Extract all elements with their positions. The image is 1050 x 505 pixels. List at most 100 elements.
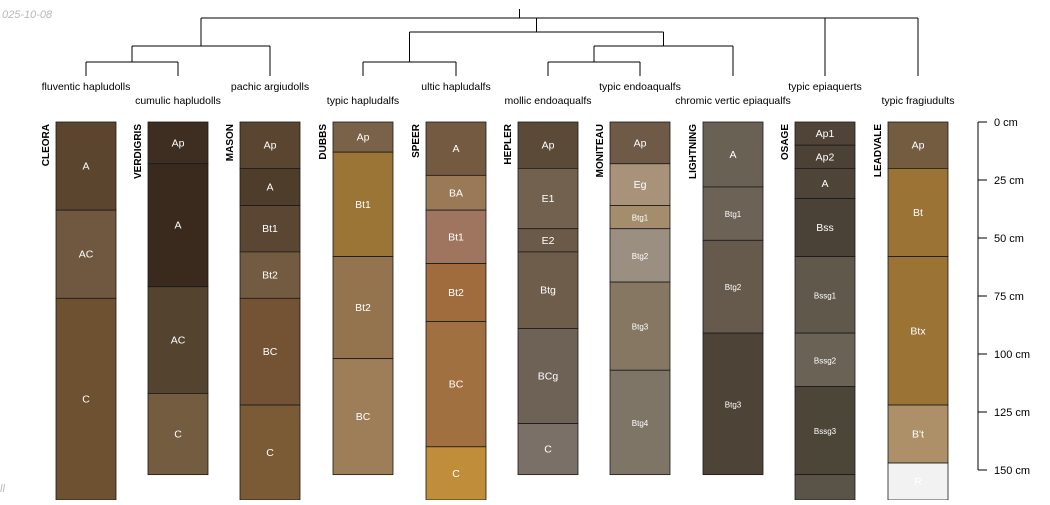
profile-name: MONITEAU — [595, 124, 606, 177]
taxon-label: typic endoaqualfs — [599, 81, 681, 93]
horizon-block — [702, 121, 764, 188]
horizon-block — [147, 163, 209, 288]
horizon-label: A — [266, 181, 273, 193]
horizon-block — [332, 256, 394, 360]
horizon-label: Ap — [912, 140, 925, 152]
horizon-label: Btg2 — [632, 252, 649, 261]
horizon-block — [887, 256, 949, 406]
taxon-label: mollic endoaqualfs — [505, 95, 592, 107]
horizon-label: A — [821, 178, 828, 190]
horizon-block — [517, 423, 579, 476]
horizon-label: Bt2 — [355, 302, 371, 314]
horizon-block — [609, 121, 671, 165]
horizon-block — [702, 186, 764, 241]
horizon-label: Ap1 — [816, 128, 835, 140]
horizon-block — [147, 121, 209, 165]
taxon-label: fluventic hapludolls — [42, 81, 131, 93]
depth-axis: 0 cm 25 cm 50 cm 75 cm 100 cm 125 cm 150 cm — [977, 117, 1030, 477]
profile-name: MASON — [225, 124, 236, 161]
profile-name: OSAGE — [780, 124, 791, 160]
horizon-block — [517, 167, 579, 230]
horizon-block — [332, 151, 394, 257]
horizon-label: Btg2 — [725, 283, 742, 292]
horizon-label: A — [452, 143, 459, 155]
horizon-label: Bt2 — [262, 270, 278, 282]
horizon-label: BC — [449, 379, 464, 391]
horizon-label: B't — [912, 429, 924, 441]
horizon-block — [794, 332, 856, 387]
soil-profile: Ap Bt Btx B't R LEADVALE — [873, 121, 949, 501]
horizon-label: A — [82, 161, 89, 173]
horizon-label: Bt1 — [448, 231, 464, 243]
horizon-block — [609, 281, 671, 371]
horizon-label: Btg — [540, 285, 556, 297]
horizon-block — [425, 209, 487, 264]
horizon-block — [239, 121, 301, 169]
horizon-block — [609, 369, 671, 476]
horizon-block — [702, 332, 764, 476]
horizon-block — [887, 404, 949, 464]
horizon-label: C — [544, 444, 552, 456]
soil-profile: Ap A AC C VERDIGRIS — [133, 121, 209, 476]
horizon-block — [425, 174, 487, 211]
horizon-block — [887, 167, 949, 257]
horizon-label: Btg3 — [632, 323, 649, 332]
horizon-label: E1 — [542, 193, 555, 205]
horizon-label: BA — [449, 187, 463, 199]
horizon-block — [425, 263, 487, 322]
horizon-label: C — [82, 394, 90, 406]
soil-profile: Ap1 Ap2 A Bss Bssg1 Bssg2 Bssg3 OSAGE — [780, 121, 856, 501]
depth-tick-label: 75 cm — [994, 291, 1024, 303]
horizon-label: Ap — [542, 140, 555, 152]
taxon-labels: fluventic hapludolls cumulic hapludolls pa… — [42, 81, 955, 107]
taxon-label: typic hapludalfs — [327, 95, 399, 107]
taxon-label: ultic hapludalfs — [421, 81, 490, 93]
horizon-block — [147, 286, 209, 394]
horizon-label: E2 — [542, 235, 555, 247]
horizon-label: Bt2 — [448, 287, 464, 299]
horizon-block — [332, 358, 394, 476]
horizon-label: Bssg2 — [814, 356, 837, 365]
taxon-label: pachic argiudolls — [231, 81, 309, 93]
horizon-label: BC — [356, 411, 371, 423]
soil-profile: Ap E1 E2 Btg BCg C HEPLER — [503, 121, 579, 476]
soil-profile: A Btg1 Btg2 Btg3 LIGHTNING — [688, 121, 764, 476]
profile-name: SPEER — [411, 123, 422, 158]
horizon-block — [609, 228, 671, 283]
depth-tick-label: 25 cm — [994, 175, 1024, 187]
horizon-block — [887, 462, 949, 501]
horizon-label: Ap2 — [816, 151, 835, 163]
horizon-label: BC — [263, 346, 278, 358]
depth-tick-label: 150 cm — [994, 465, 1030, 477]
horizon-label: Btx — [910, 325, 926, 337]
horizon-label: Bssg3 — [814, 427, 837, 436]
depth-tick-label: 50 cm — [994, 233, 1024, 245]
horizon-label: Eg — [634, 179, 647, 191]
horizon-block — [794, 198, 856, 257]
horizon-label: AC — [171, 335, 186, 347]
horizon-label: A — [729, 149, 736, 161]
horizon-label: Ap — [172, 137, 185, 149]
horizon-block — [239, 167, 301, 206]
horizon-label: Ap — [264, 140, 277, 152]
profile-name: LIGHTNING — [688, 124, 699, 179]
horizon-block — [794, 474, 856, 501]
horizon-label: Btg4 — [632, 419, 649, 428]
horizon-label: Btg1 — [632, 214, 649, 223]
horizon-label: A — [174, 220, 181, 232]
horizon-label: C — [452, 468, 460, 480]
horizon-label: BCg — [538, 371, 559, 383]
horizon-block — [55, 121, 117, 211]
date-stamp: 025-10-08 — [2, 9, 53, 21]
soil-profile: Ap A Bt1 Bt2 BC C MASON — [225, 121, 301, 501]
soil-profile: Ap Bt1 Bt2 BC DUBBS — [318, 121, 394, 476]
horizon-block — [332, 121, 394, 153]
horizon-label: Btg3 — [725, 400, 742, 409]
taxon-label: typic epiaquerts — [788, 81, 862, 93]
horizon-label: Bss — [816, 222, 834, 234]
corner-note: ll — [0, 483, 5, 495]
profile-name: CLEORA — [41, 124, 52, 166]
